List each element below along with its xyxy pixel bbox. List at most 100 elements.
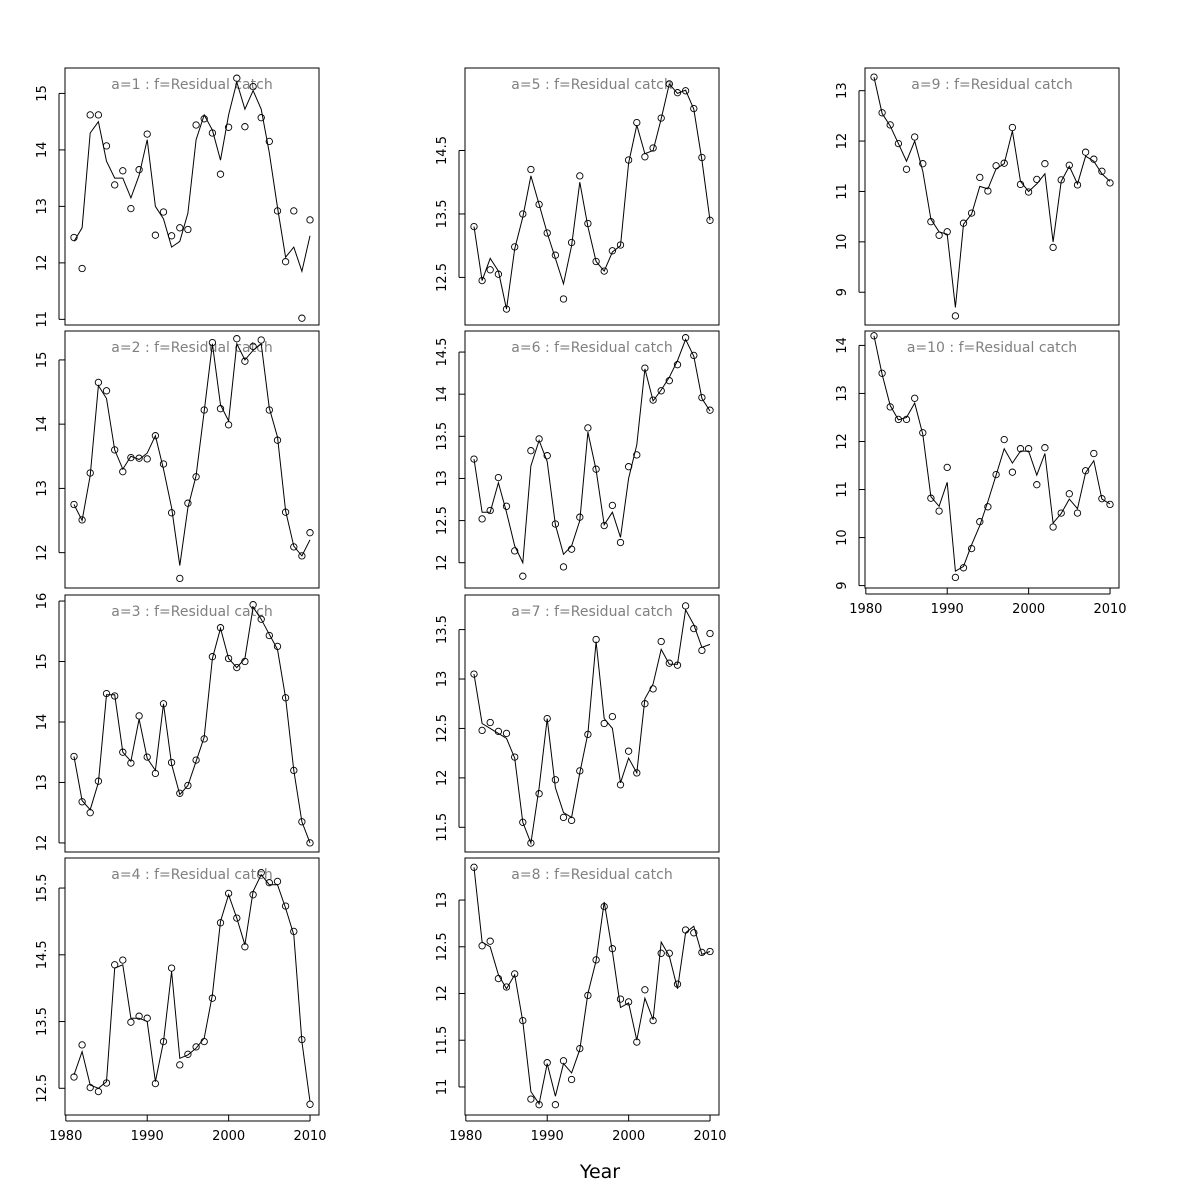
observed-point	[649, 1016, 657, 1025]
x-tick-label: 1990	[531, 1129, 564, 1144]
observed-point	[1041, 444, 1049, 452]
observed-point	[608, 712, 617, 721]
plot-frame	[64, 857, 320, 1116]
observed-point	[951, 573, 960, 582]
observed-point	[600, 902, 608, 911]
observed-point	[559, 813, 568, 822]
y-tick-label: 10	[835, 234, 850, 251]
observed-point	[681, 602, 690, 610]
observed-point	[102, 142, 111, 150]
x-axis-label: Year	[579, 1161, 620, 1183]
observed-point	[511, 243, 519, 251]
observed-point	[265, 406, 273, 414]
observed-point	[94, 111, 103, 119]
observed-point	[306, 839, 314, 847]
observed-point	[1098, 495, 1106, 503]
panel-title: a=9 : f=Residual catch	[911, 77, 1072, 93]
observed-point	[478, 726, 486, 735]
observed-point	[200, 115, 208, 123]
x-tick-label: 2010	[1093, 602, 1126, 617]
y-tick-label: 16	[35, 593, 50, 610]
observed-point	[135, 1012, 143, 1020]
observed-point	[681, 926, 690, 934]
observed-point	[641, 153, 649, 161]
observed-point	[592, 257, 600, 266]
observed-point	[1090, 449, 1098, 458]
observed-point	[470, 863, 478, 871]
observed-point	[224, 421, 233, 429]
observed-point	[698, 153, 706, 162]
plot-frame	[864, 67, 1120, 326]
observed-point	[535, 1101, 543, 1109]
observed-point	[698, 948, 706, 957]
panel-a-5: 12.5 13.5 14.5 a=5 : f=Residual catch	[435, 67, 720, 326]
panel-a-7: 11.5 12 12.5 13 13.5 a=7 : f=Residual catch	[435, 594, 720, 853]
panels: 11 12 13 14 15 a=1 : f=Residual catch 12 13 14 15…	[35, 67, 1127, 1144]
panel-title: a=10 : f=Residual catch	[907, 340, 1077, 356]
observed-point	[102, 689, 111, 698]
observed-point	[298, 818, 306, 826]
x-tick-label: 1990	[131, 1129, 164, 1144]
observed-point	[241, 123, 249, 131]
observed-point	[167, 964, 176, 972]
observed-point	[1041, 160, 1049, 168]
observed-point	[1106, 500, 1114, 509]
observed-point	[657, 114, 665, 122]
y-tick-label: 12.5	[435, 263, 450, 292]
y-tick-label: 12	[435, 554, 450, 571]
observed-point	[527, 1095, 535, 1103]
fitted-line	[73, 873, 311, 1102]
observed-point	[992, 162, 1000, 170]
observed-point	[151, 432, 160, 440]
plot-frame	[464, 67, 720, 326]
observed-point	[78, 798, 86, 806]
observed-point	[649, 396, 657, 404]
observed-point	[624, 463, 633, 471]
fitted-line	[73, 605, 311, 844]
observed-point	[273, 642, 282, 651]
observed-point	[159, 700, 168, 708]
observed-point	[257, 114, 265, 122]
observed-point	[281, 902, 290, 910]
y-tick-label: 11	[835, 183, 850, 200]
observed-point	[176, 574, 184, 583]
observed-point	[967, 209, 976, 217]
observed-point	[633, 769, 641, 777]
observed-point	[935, 507, 943, 515]
observed-point	[257, 336, 265, 344]
observed-point	[543, 229, 551, 237]
observed-point	[86, 809, 94, 817]
observed-point	[919, 160, 927, 168]
y-tick-label: 14	[835, 337, 850, 354]
observed-point	[600, 521, 608, 530]
observed-point	[257, 615, 265, 623]
observed-point	[273, 207, 282, 215]
observed-point	[608, 247, 617, 255]
observed-point	[184, 781, 192, 790]
observed-point	[584, 730, 592, 739]
observed-point	[673, 661, 682, 669]
plot-frame	[464, 594, 720, 853]
observed-point	[698, 393, 706, 402]
observed-point	[894, 415, 903, 424]
panel-title: a=8 : f=Residual catch	[511, 867, 672, 883]
observed-point	[673, 89, 682, 97]
observed-point	[551, 1101, 560, 1109]
observed-point	[70, 1073, 78, 1081]
observed-point	[567, 545, 576, 553]
observed-point	[290, 766, 298, 775]
observed-point	[543, 452, 551, 460]
observed-point	[70, 500, 78, 509]
observed-point	[159, 460, 168, 468]
observed-point	[681, 87, 690, 95]
observed-point	[265, 879, 273, 887]
observed-point	[690, 624, 698, 633]
observed-point	[78, 264, 86, 273]
observed-point	[494, 727, 503, 736]
observed-point	[167, 509, 176, 517]
observed-point	[135, 712, 143, 720]
observed-point	[902, 165, 911, 173]
observed-point	[265, 137, 273, 146]
observed-point	[151, 231, 160, 239]
observed-point	[633, 451, 641, 459]
